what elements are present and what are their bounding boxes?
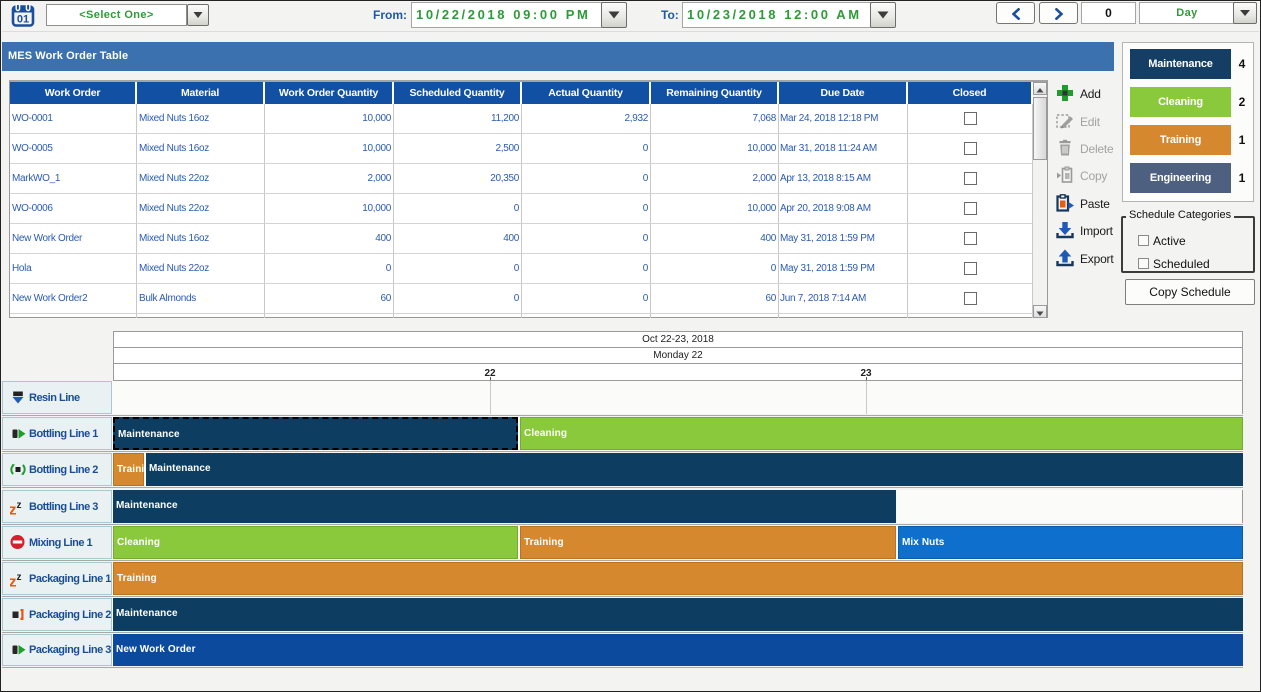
svg-text:z: z: [10, 573, 16, 587]
svg-text:01: 01: [17, 14, 29, 26]
svg-text:z: z: [17, 572, 22, 583]
svg-text:z: z: [17, 500, 22, 511]
svg-text:z: z: [10, 501, 16, 515]
